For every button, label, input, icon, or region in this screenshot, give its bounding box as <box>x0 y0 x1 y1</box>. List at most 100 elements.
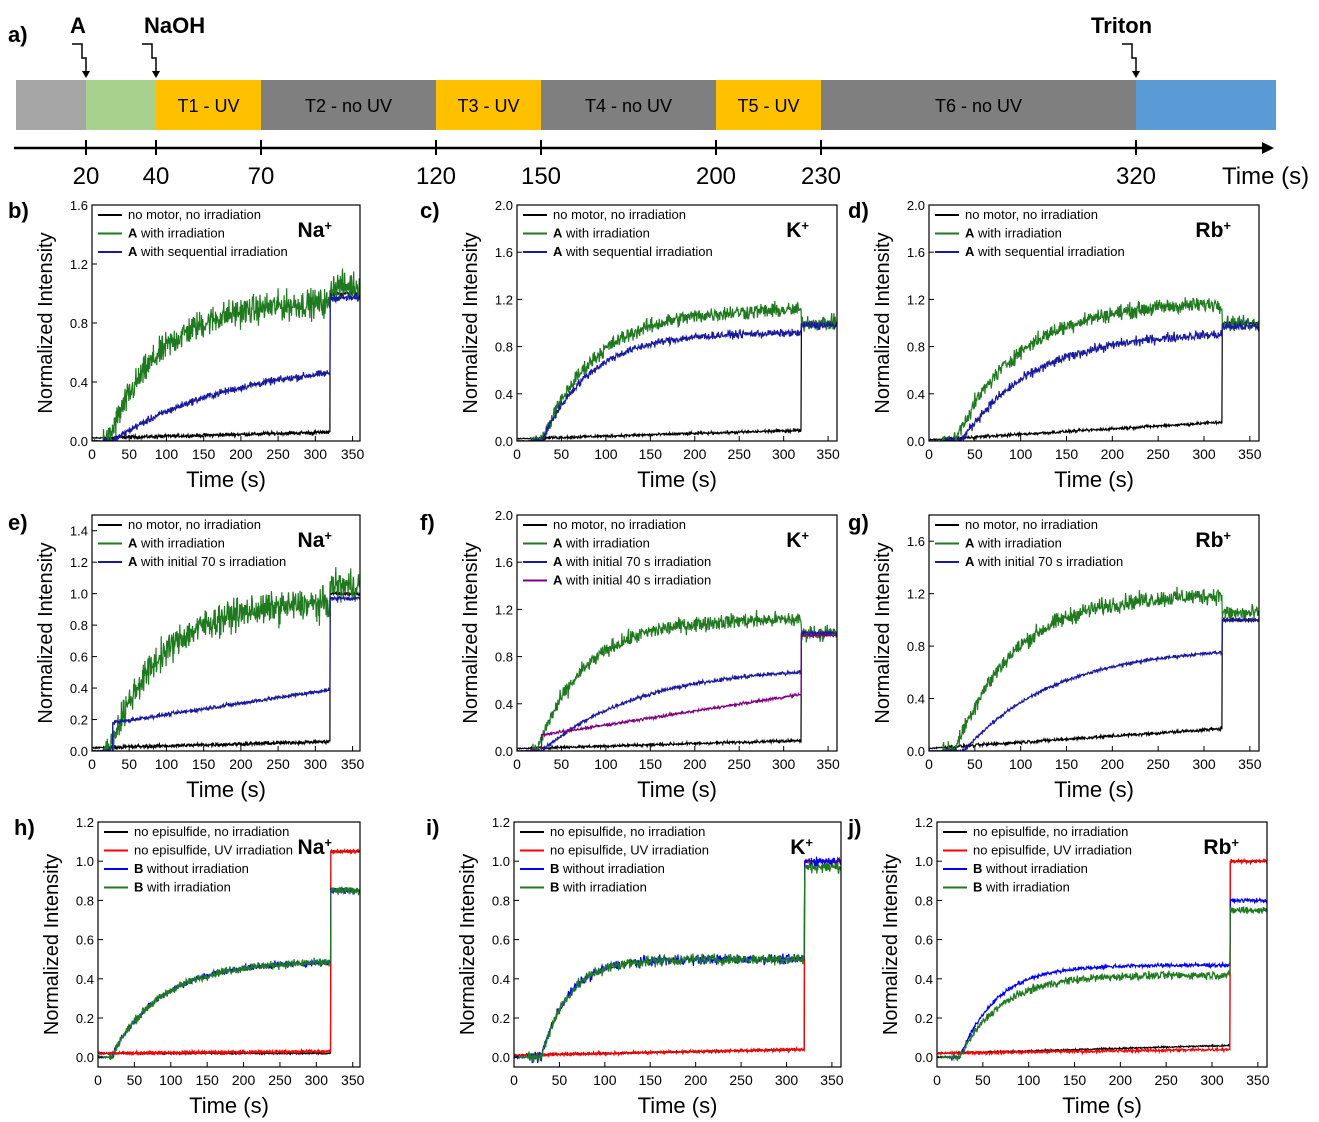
ion-label: K+ <box>790 835 813 860</box>
series-line <box>929 319 1259 441</box>
legend-entry: A with initial 70 s irradiation <box>553 554 711 569</box>
series-line <box>92 289 360 441</box>
y-tick-label: 1.6 <box>907 534 925 549</box>
series-line <box>98 886 360 1061</box>
y-tick-label: 0.6 <box>76 933 94 948</box>
x-tick-label: 150 <box>192 756 216 772</box>
y-axis-label: Normalized Intensity <box>880 854 902 1035</box>
x-axis-label: Time (s) <box>1054 777 1134 802</box>
x-tick-label: 0 <box>513 446 521 462</box>
panel-label: f) <box>420 510 435 535</box>
timeline-marker-arrowhead <box>1132 71 1140 78</box>
legend-entry: no episulfide, no irradiation <box>550 824 705 839</box>
ion-label: K+ <box>786 528 809 553</box>
panel-label: e) <box>8 510 28 535</box>
legend-text: with irradiation <box>140 226 225 241</box>
legend-compound: A <box>553 244 563 259</box>
legend-compound: A <box>965 554 975 569</box>
legend-entry: no motor, no irradiation <box>128 207 261 222</box>
legend-text: no episulfide, UV irradiation <box>973 843 1132 858</box>
panel-label: i) <box>426 815 439 840</box>
y-tick-label: 0.4 <box>495 387 513 402</box>
y-tick-label: 0.0 <box>492 1050 510 1065</box>
x-tick-label: 50 <box>975 1072 991 1088</box>
timeline-tick-label: 230 <box>801 163 841 190</box>
legend-entry: B with irradiation <box>973 880 1070 895</box>
panel-label: h) <box>14 815 35 840</box>
y-axis-label: Normalized Intensity <box>41 854 63 1035</box>
series-line <box>937 897 1267 1062</box>
timeline-segment <box>86 80 156 130</box>
timeline-tick-label: 40 <box>143 163 170 190</box>
x-tick-label: 100 <box>593 1072 617 1088</box>
y-tick-label: 1.0 <box>492 854 510 869</box>
legend-entry: A with sequential irradiation <box>128 244 288 259</box>
legend-entry: no episulfide, no irradiation <box>134 824 289 839</box>
y-tick-label: 0.8 <box>495 340 513 355</box>
x-tick-label: 350 <box>341 1072 365 1088</box>
legend-text: with irradiation <box>977 226 1062 241</box>
y-tick-label: 0.8 <box>495 650 513 665</box>
legend-entry: B with irradiation <box>550 880 647 895</box>
timeline-segment <box>156 80 261 130</box>
y-tick-label: 0.4 <box>915 972 933 987</box>
x-tick-label: 350 <box>820 1072 844 1088</box>
legend-entry: no episulfide, no irradiation <box>973 824 1128 839</box>
series-line <box>517 610 837 751</box>
timeline-tick-label: 70 <box>248 163 275 190</box>
legend-compound: B <box>550 861 559 876</box>
ion-charge: + <box>324 218 332 233</box>
series-line <box>98 848 360 1057</box>
y-tick-label: 0.4 <box>907 692 925 707</box>
legend-text: with initial 70 s irradiation <box>140 554 286 569</box>
y-tick-label: 1.6 <box>907 245 925 260</box>
legend-text: no episulfide, UV irradiation <box>550 843 709 858</box>
legend-text: no motor, no irradiation <box>128 517 261 532</box>
ion-symbol: Na <box>298 219 325 242</box>
legend-compound: A <box>128 536 138 551</box>
x-axis-label: Time (s) <box>637 467 717 492</box>
x-tick-label: 150 <box>1055 756 1079 772</box>
legend-compound: B <box>134 861 143 876</box>
ion-charge: + <box>1231 835 1239 850</box>
y-tick-label: 0.0 <box>915 1050 933 1065</box>
y-tick-label: 0.0 <box>70 744 88 759</box>
legend-compound: A <box>128 226 138 241</box>
x-tick-label: 350 <box>341 756 365 772</box>
panel-label: c) <box>420 198 440 223</box>
x-tick-label: 150 <box>1063 1072 1087 1088</box>
panel-label: g) <box>848 510 869 535</box>
x-tick-label: 350 <box>1246 1072 1270 1088</box>
ion-label: Rb+ <box>1195 218 1231 243</box>
series-line <box>937 906 1267 1062</box>
legend-entry: A with irradiation <box>128 226 225 241</box>
y-tick-label: 1.2 <box>907 587 925 602</box>
x-tick-label: 50 <box>121 446 137 462</box>
timeline-tick-label: 20 <box>73 163 100 190</box>
ion-label: Na+ <box>298 528 333 553</box>
ion-label: K+ <box>786 218 809 243</box>
plot-frame <box>97 821 361 1068</box>
y-tick-label: 0.8 <box>907 340 925 355</box>
chart-panel-i: i) 0 50 100 150 200 250 300 350 0.0 0.2 0.4 0.6 0.8 1.… <box>426 815 844 1118</box>
y-tick-label: 2.0 <box>495 508 513 523</box>
timeline-axis-label: Time (s) <box>1222 163 1309 190</box>
timeline-segment <box>821 80 1136 130</box>
y-axis-label: Normalized Intensity <box>457 854 479 1035</box>
x-tick-label: 0 <box>925 756 933 772</box>
x-axis-label: Time (s) <box>189 1093 269 1118</box>
x-tick-label: 0 <box>513 756 521 772</box>
legend-compound: B <box>134 880 143 895</box>
timeline-marker-label: A <box>70 13 86 38</box>
series-line <box>517 631 837 751</box>
ion-label: Rb+ <box>1203 835 1239 860</box>
legend-entry: A with sequential irradiation <box>553 244 713 259</box>
y-tick-label: 0.6 <box>492 933 510 948</box>
x-axis-label: Time (s) <box>186 777 266 802</box>
x-tick-label: 200 <box>683 446 707 462</box>
legend-text: with irradiation <box>977 536 1062 551</box>
y-tick-label: 1.2 <box>76 815 94 830</box>
y-tick-label: 2.0 <box>495 198 513 213</box>
legend-compound: A <box>128 244 138 259</box>
series-line <box>929 616 1259 751</box>
